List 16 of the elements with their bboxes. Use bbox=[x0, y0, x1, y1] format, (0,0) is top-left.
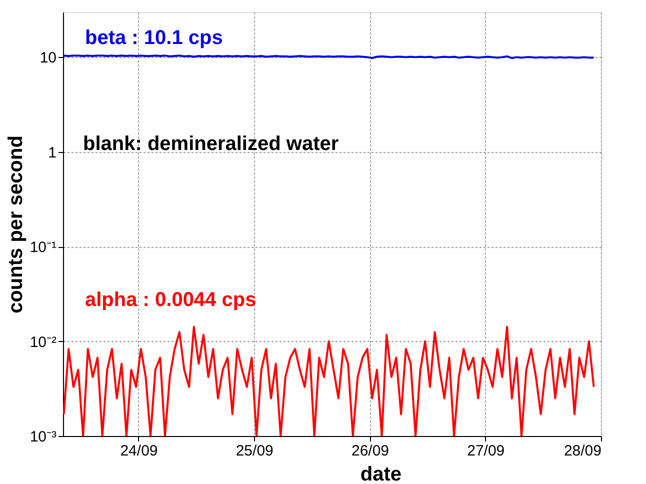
x-tick-label: 24/09 bbox=[120, 442, 158, 460]
x-tick-label: 25/09 bbox=[236, 442, 274, 460]
y-tick-label: 1 bbox=[48, 144, 56, 162]
x-axis-title: date bbox=[360, 464, 402, 484]
y-tick-label: 10 bbox=[40, 50, 56, 67]
y-tick-label: 10⁻³ bbox=[30, 428, 56, 446]
annotation: blank: demineralized water bbox=[83, 133, 339, 155]
y-axis-title: counts per second bbox=[4, 136, 27, 314]
y-tick-label: 10⁻¹ bbox=[30, 239, 56, 256]
x-tick-label: 28/09 bbox=[564, 442, 602, 460]
series-label: alpha : 0.0044 cps bbox=[85, 289, 256, 311]
x-tick-label: 26/09 bbox=[351, 442, 390, 460]
x-tick-label: 27/09 bbox=[467, 442, 505, 460]
series-label: beta : 10.1 cps bbox=[85, 27, 223, 49]
line-series bbox=[63, 326, 595, 436]
y-tick-label: 10⁻² bbox=[30, 334, 56, 351]
